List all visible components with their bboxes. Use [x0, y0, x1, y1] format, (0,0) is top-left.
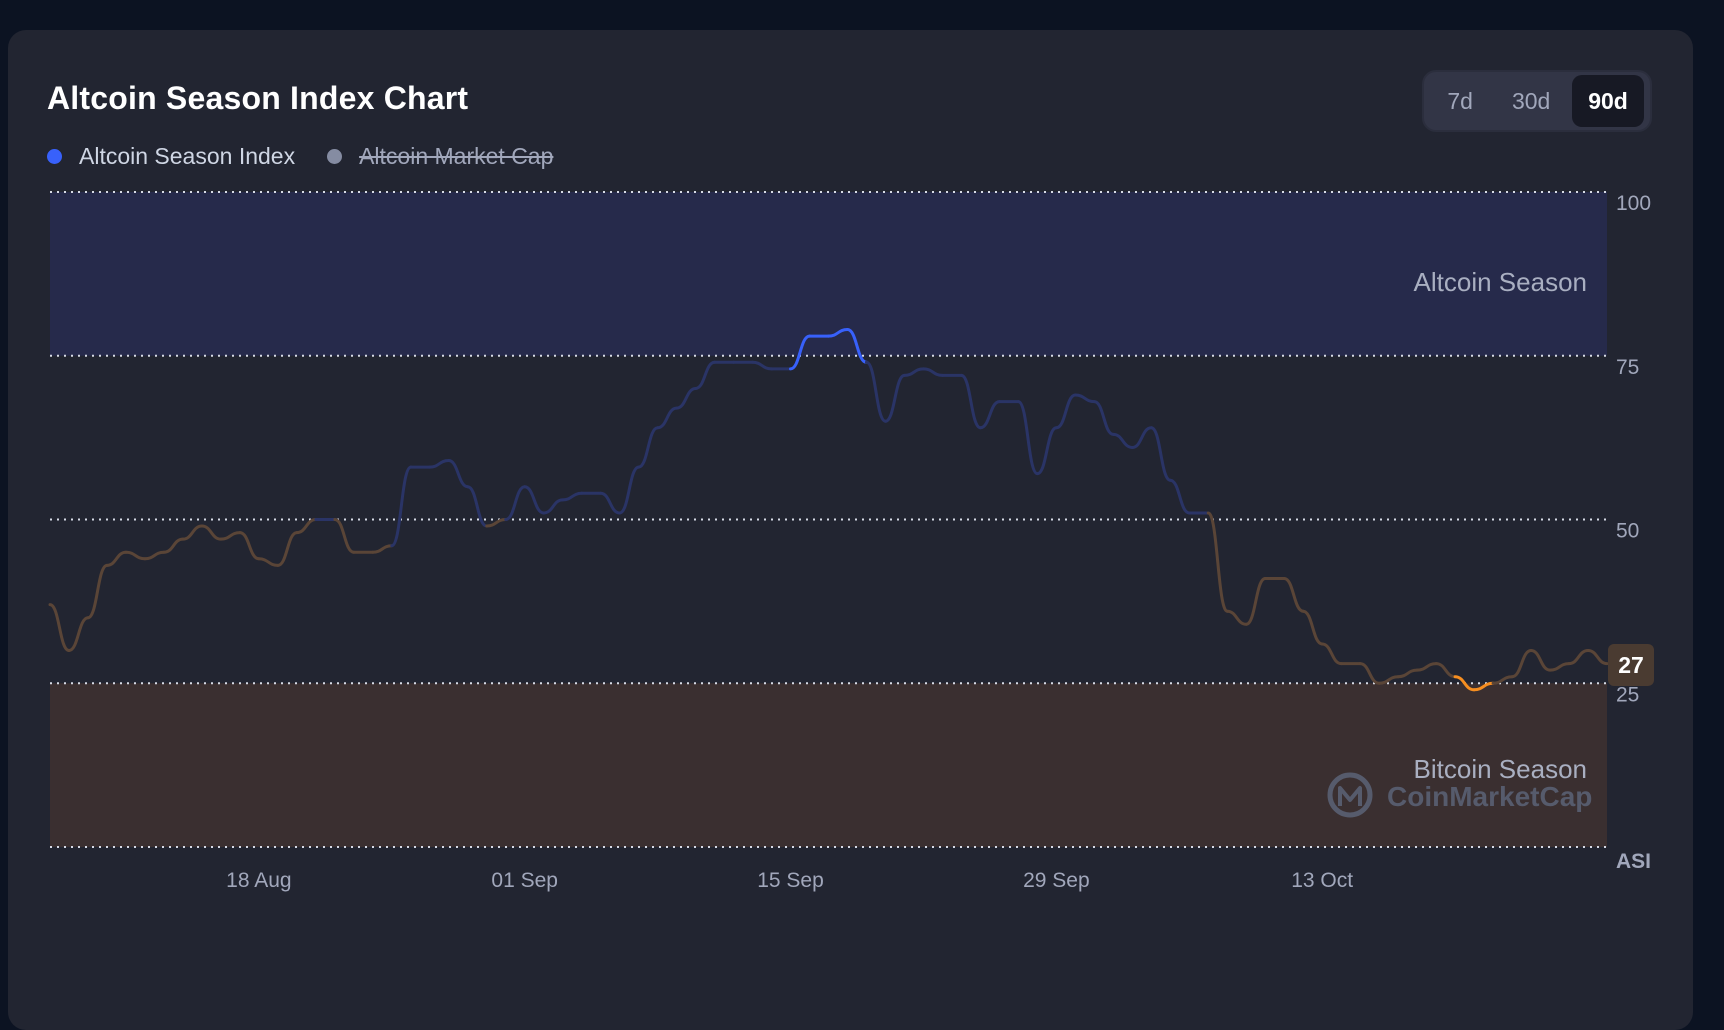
series-line-segment [335, 520, 354, 553]
series-line-segment [1398, 670, 1417, 677]
x-tick-label: 15 Sep [757, 869, 824, 892]
series-line-segment [449, 461, 468, 487]
bitcoin-season-zone [50, 683, 1607, 847]
series-line-segment [677, 389, 696, 409]
y-tick-label: 25 [1616, 683, 1639, 706]
series-line-segment [980, 402, 999, 428]
series-line-segment [107, 552, 126, 565]
current-value-badge: 27 [1608, 644, 1654, 686]
series-line-segment [221, 533, 240, 540]
y-tick-label: 100 [1616, 192, 1651, 215]
series-line-segment [373, 546, 392, 553]
series-line-segment [544, 500, 563, 513]
series-line-segment [1246, 578, 1265, 624]
series-line-segment [1208, 513, 1227, 611]
series-line-segment [1227, 611, 1246, 624]
series-line-segment [1056, 395, 1075, 428]
series-line-segment [525, 487, 544, 513]
series-line-segment [1360, 664, 1379, 684]
bitcoin-season-zone-label: Bitcoin Season [1414, 754, 1587, 784]
series-line-segment [1170, 480, 1189, 513]
x-tick-label: 18 Aug [226, 869, 291, 892]
watermark-text: CoinMarketCap [1387, 781, 1592, 812]
series-line-segment [1018, 402, 1037, 474]
series-line-segment [392, 467, 411, 546]
series-line-segment [69, 618, 88, 651]
x-tick-label: 01 Sep [491, 869, 558, 892]
series-line-segment [259, 559, 278, 566]
series-line-segment [183, 526, 202, 539]
y-axis-name: ASI [1616, 850, 1651, 873]
series-line-segment [506, 487, 525, 520]
series-line-segment [297, 520, 316, 533]
altcoin-season-zone-label: Altcoin Season [1414, 267, 1587, 297]
series-line-segment [658, 408, 677, 428]
series-line-segment [601, 493, 620, 513]
series-line-segment [866, 362, 885, 421]
series-line-segment [1436, 664, 1455, 677]
series-line-segment [1284, 578, 1303, 611]
series-line-segment [904, 369, 923, 376]
series-line-segment [1094, 402, 1113, 435]
series-line-segment [164, 539, 183, 552]
x-tick-label: 29 Sep [1023, 869, 1090, 892]
series-line-segment [126, 552, 145, 559]
series-line-segment [1075, 395, 1094, 402]
series-line-segment [563, 493, 582, 500]
series-line-segment [639, 428, 658, 467]
series-line-segment [961, 375, 980, 427]
series-line-segment [620, 467, 639, 513]
series-line-segment [1569, 651, 1588, 664]
altcoin-season-zone [50, 192, 1607, 356]
series-line-segment [1550, 664, 1569, 671]
series-line-segment [1417, 664, 1436, 671]
series-line-segment [1588, 651, 1607, 664]
series-line-segment [1322, 644, 1341, 664]
series-line-segment [1531, 651, 1550, 671]
series-line-segment [487, 520, 506, 527]
series-line-segment [430, 461, 449, 468]
y-tick-label: 50 [1616, 520, 1639, 543]
series-line-segment [885, 375, 904, 421]
series-line-segment [1493, 677, 1512, 684]
series-line-segment [278, 533, 297, 566]
current-value-badge-text: 27 [1618, 652, 1644, 678]
series-line-segment [696, 362, 715, 388]
series-line-segment [923, 369, 942, 376]
series-line-segment [1151, 428, 1170, 480]
series-line-segment [240, 533, 259, 559]
series-line-segment [202, 526, 221, 539]
y-tick-label: 75 [1616, 356, 1639, 379]
series-line-segment [1037, 428, 1056, 474]
series-line-segment [88, 565, 107, 617]
x-tick-label: 13 Oct [1291, 869, 1353, 892]
series-line-segment [1132, 428, 1151, 448]
series-line-segment [145, 552, 164, 559]
series-line-segment [753, 362, 772, 369]
series-line-segment [1113, 434, 1132, 447]
series-line-segment [50, 605, 69, 651]
series-line-segment [1512, 651, 1531, 677]
series-line-segment [1303, 611, 1322, 644]
